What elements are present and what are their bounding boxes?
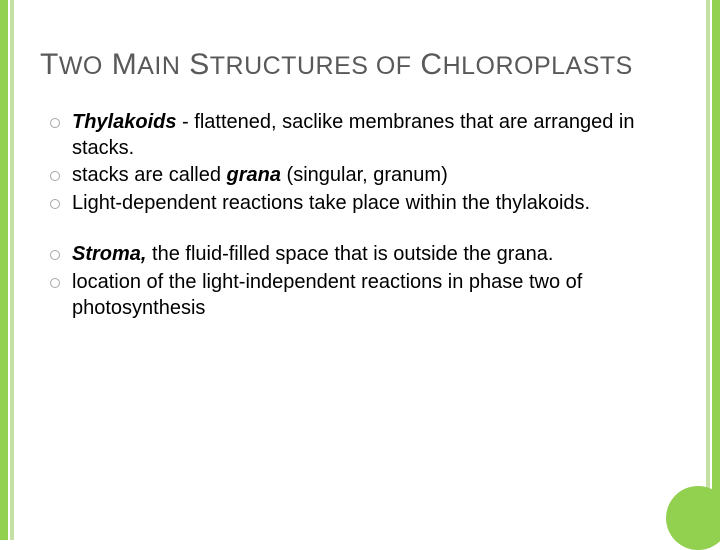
text: stacks are called	[72, 164, 227, 186]
slide-content: TWO MAIN STRUCTURES OF CHLOROPLASTS Thyl…	[40, 48, 680, 323]
title-cap: C	[412, 48, 443, 81]
text: location of the light-independent reacti…	[72, 271, 582, 319]
title-part: AIN	[137, 52, 180, 80]
title-cap: S	[180, 48, 209, 81]
text: Light-dependent reactions take place wit…	[72, 192, 590, 214]
left-border-outer	[0, 0, 8, 540]
list-item: stacks are called grana (singular, granu…	[46, 163, 680, 189]
list-item: location of the light-independent reacti…	[46, 270, 680, 321]
list-item: Light-dependent reactions take place wit…	[46, 191, 680, 217]
text: the fluid-filled space that is outside t…	[146, 243, 553, 265]
emphasis-term: Stroma,	[72, 243, 146, 265]
list-item: Stroma, the fluid-filled space that is o…	[46, 242, 680, 268]
list-item: Thylakoids - flattened, saclike membrane…	[46, 110, 680, 161]
title-part: HLOROPLASTS	[443, 52, 633, 80]
bullet-group-1: Thylakoids - flattened, saclike membrane…	[40, 110, 680, 216]
left-border-inner	[10, 0, 14, 540]
title-part: TRUCTURES OF	[210, 52, 412, 80]
title-part: WO	[59, 52, 103, 80]
right-border-outer	[712, 0, 720, 540]
slide-title: TWO MAIN STRUCTURES OF CHLOROPLASTS	[40, 48, 680, 82]
emphasis-term: grana	[227, 164, 281, 186]
right-border-inner	[706, 0, 710, 540]
title-cap: M	[103, 48, 137, 81]
group-gap	[40, 218, 680, 242]
bullet-group-2: Stroma, the fluid-filled space that is o…	[40, 242, 680, 321]
emphasis-term: Thylakoids	[72, 111, 176, 133]
text: (singular, granum)	[281, 164, 448, 186]
corner-circle-decoration	[666, 486, 720, 550]
title-cap: T	[40, 48, 59, 81]
